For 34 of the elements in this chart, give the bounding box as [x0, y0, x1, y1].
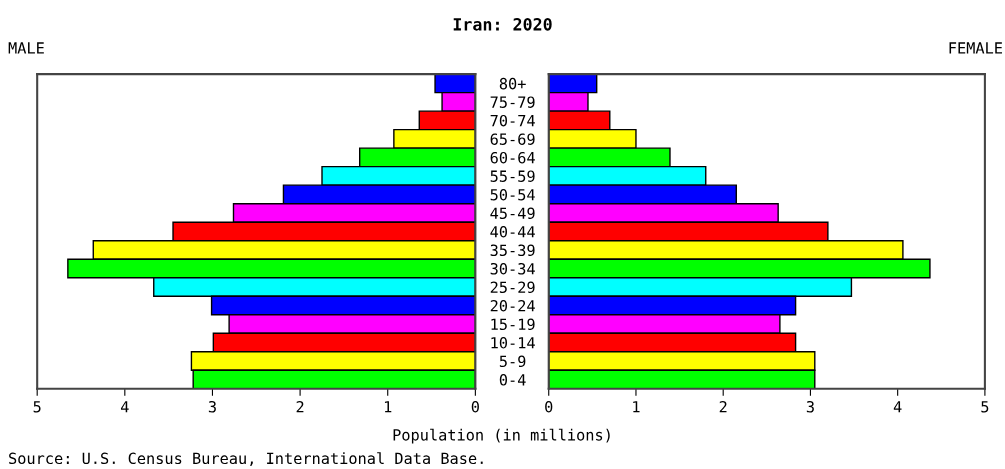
source-note: Source: U.S. Census Bureau, International Data Base.: [9, 452, 483, 467]
y-tick-label: 80+: [499, 77, 526, 90]
y-tick-label: 55-59: [490, 170, 535, 182]
y-tick-label: 65-69: [490, 133, 535, 145]
x-tick-label: 2: [719, 400, 727, 413]
y-tick-label: 25-29: [490, 281, 535, 294]
y-tick-label: 40-44: [490, 225, 535, 238]
x-tick-label: 4: [120, 401, 129, 413]
y-tick-label: 45-49: [490, 207, 535, 219]
y-tick-label: 35-39: [490, 244, 535, 257]
x-tick-label: 0: [545, 400, 553, 413]
text: Iran: 2020: [453, 18, 552, 31]
y-tick-label: 20-24: [490, 300, 535, 312]
y-tick-label: 5-9: [499, 355, 526, 368]
y-tick-label: 70-74: [490, 114, 535, 127]
chart-title: FEMALE: [949, 42, 1003, 54]
x-tick-label: 2: [296, 400, 304, 413]
y-tick-label: 60-64: [490, 151, 535, 164]
x-tick-label: 1: [633, 401, 640, 413]
y-tick-label: 10-14: [491, 337, 535, 349]
x-axis-title: Population (in millions): [393, 428, 610, 444]
chart-title: MALE: [8, 42, 44, 54]
x-tick-label: 5: [33, 401, 41, 413]
y-tick-label: 30-34: [490, 262, 535, 275]
x-tick-label: 3: [208, 400, 216, 413]
x-tick-label: 3: [806, 400, 814, 413]
x-tick-label: 0: [471, 400, 479, 413]
x-tick-label: 1: [384, 401, 392, 413]
y-tick-label: 0-4: [499, 374, 526, 386]
x-tick-label: 5: [981, 401, 989, 413]
x-tick-label: 4: [893, 401, 902, 413]
y-tick-label: 75-79: [490, 96, 535, 108]
y-tick-label: 15-19: [491, 318, 535, 331]
y-tick-label: 50-54: [490, 188, 535, 201]
